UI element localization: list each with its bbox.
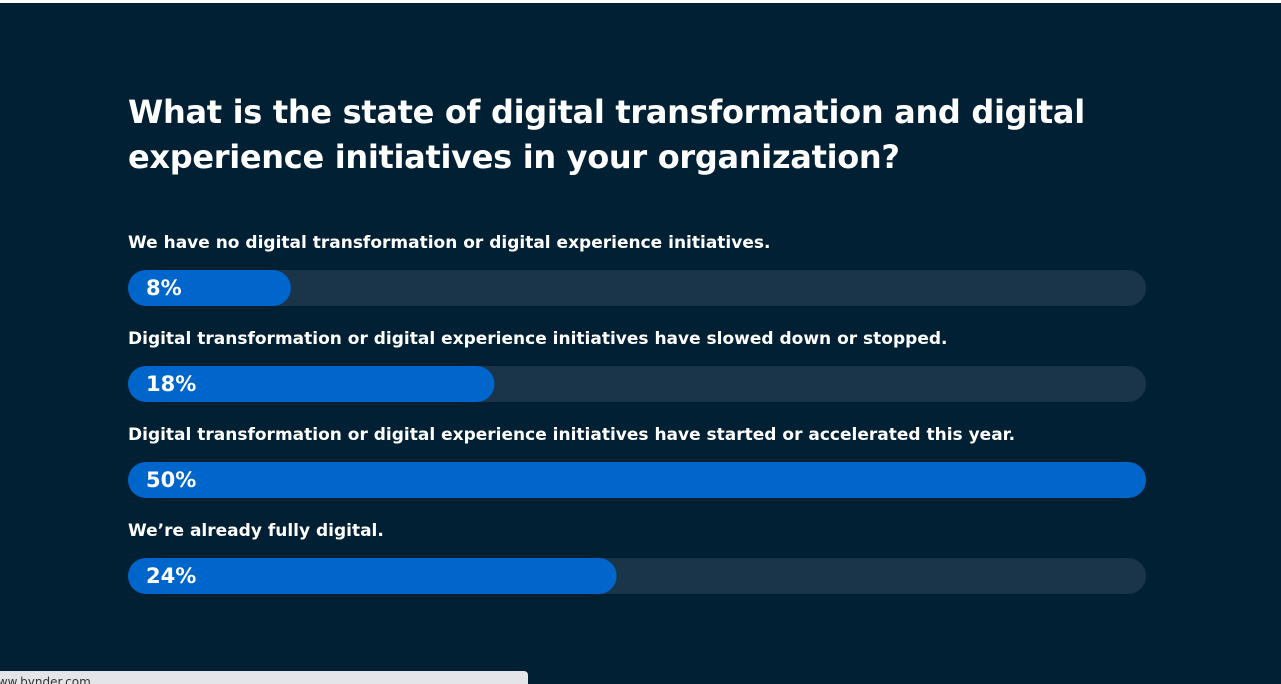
value-label: 8% — [146, 276, 182, 300]
bar — [128, 270, 291, 306]
chart-title: What is the state of digital transformat… — [128, 93, 1085, 176]
bar — [128, 558, 617, 594]
status-url: www.bynder.com — [0, 675, 91, 684]
category-label: We’re already fully digital. — [128, 521, 384, 541]
value-label: 18% — [146, 372, 196, 396]
bar — [128, 366, 495, 402]
bar — [128, 462, 1146, 498]
category-label: Digital transformation or digital experi… — [128, 425, 1015, 445]
value-label: 50% — [146, 468, 196, 492]
category-label: We have no digital transformation or dig… — [128, 233, 770, 253]
status-bar: www.bynder.com — [0, 671, 528, 684]
value-label: 24% — [146, 564, 196, 588]
bar-track — [128, 270, 1146, 306]
category-label: Digital transformation or digital experi… — [128, 329, 947, 349]
